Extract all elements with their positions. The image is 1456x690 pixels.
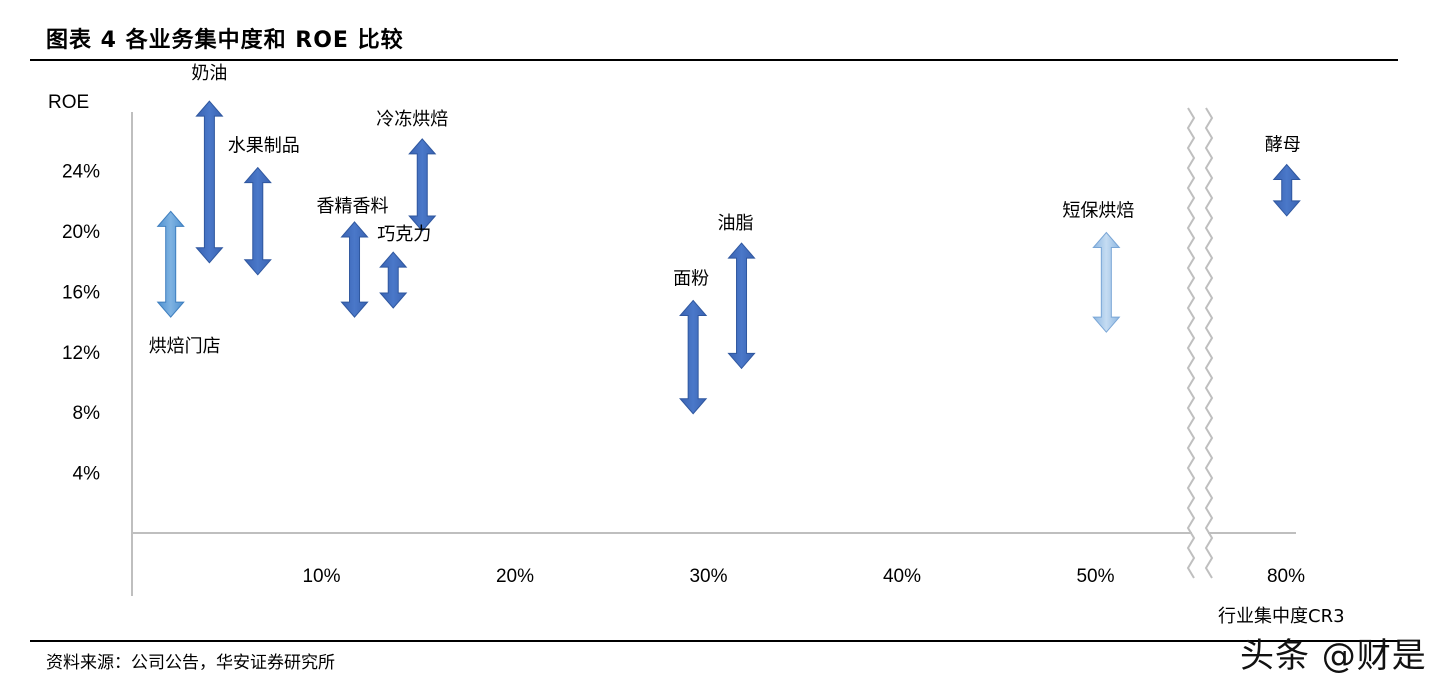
arrow-label: 巧克力 [377, 224, 431, 245]
range-arrow [243, 166, 272, 276]
title-rule [30, 59, 1398, 61]
range-arrow [679, 299, 708, 415]
arrow-label: 面粉 [673, 268, 709, 289]
range-arrow [195, 100, 224, 264]
arrow-label: 短保烘焙 [1062, 201, 1134, 222]
arrow-label: 香精香料 [317, 196, 389, 217]
x-tick-label: 30% [689, 566, 727, 587]
arrow-label: 酵母 [1265, 135, 1301, 156]
chart-title: 图表 4 各业务集中度和 ROE 比较 [46, 28, 404, 53]
range-arrow [340, 221, 369, 318]
y-tick-labels: 4% 8% 12% 16% 20% 24% [62, 162, 100, 485]
y-tick-label: 12% [62, 343, 100, 364]
y-tick-label: 8% [73, 403, 101, 424]
axis-break [1186, 107, 1196, 579]
range-arrow [408, 138, 437, 232]
arrow-label: 奶油 [191, 63, 227, 84]
y-tick-label: 20% [62, 222, 100, 243]
y-axis-title: ROE [48, 92, 89, 113]
y-tick-label: 16% [62, 282, 100, 303]
arrow-label: 油脂 [718, 213, 754, 234]
axis-break [1204, 107, 1214, 579]
source-rule [30, 640, 1398, 642]
arrow-label: 水果制品 [228, 136, 300, 157]
watermark: 头条 @财是 [1240, 636, 1427, 676]
x-tick-labels: 10% 20% 30% 40% 50% 80% [302, 566, 1305, 587]
range-arrow [379, 251, 408, 309]
x-tick-label: 80% [1267, 566, 1305, 587]
arrow-label: 冷冻烘焙 [376, 109, 448, 130]
x-tick-label: 40% [883, 566, 921, 587]
source-note: 资料来源：公司公告，华安证券研究所 [46, 653, 335, 673]
x-tick-label: 10% [302, 566, 340, 587]
range-arrow [727, 242, 756, 370]
y-tick-label: 24% [62, 162, 100, 183]
range-arrow [1272, 163, 1301, 217]
range-arrow [1092, 231, 1121, 333]
range-arrow [156, 210, 185, 318]
x-tick-label: 20% [496, 566, 534, 587]
range-arrows [156, 100, 1301, 415]
arrow-label: 烘焙门店 [149, 336, 221, 357]
axis-break-gap [1192, 528, 1208, 538]
x-tick-label: 50% [1076, 566, 1114, 587]
y-tick-label: 4% [73, 464, 101, 485]
x-axis-title: 行业集中度CR3 [1218, 606, 1345, 627]
